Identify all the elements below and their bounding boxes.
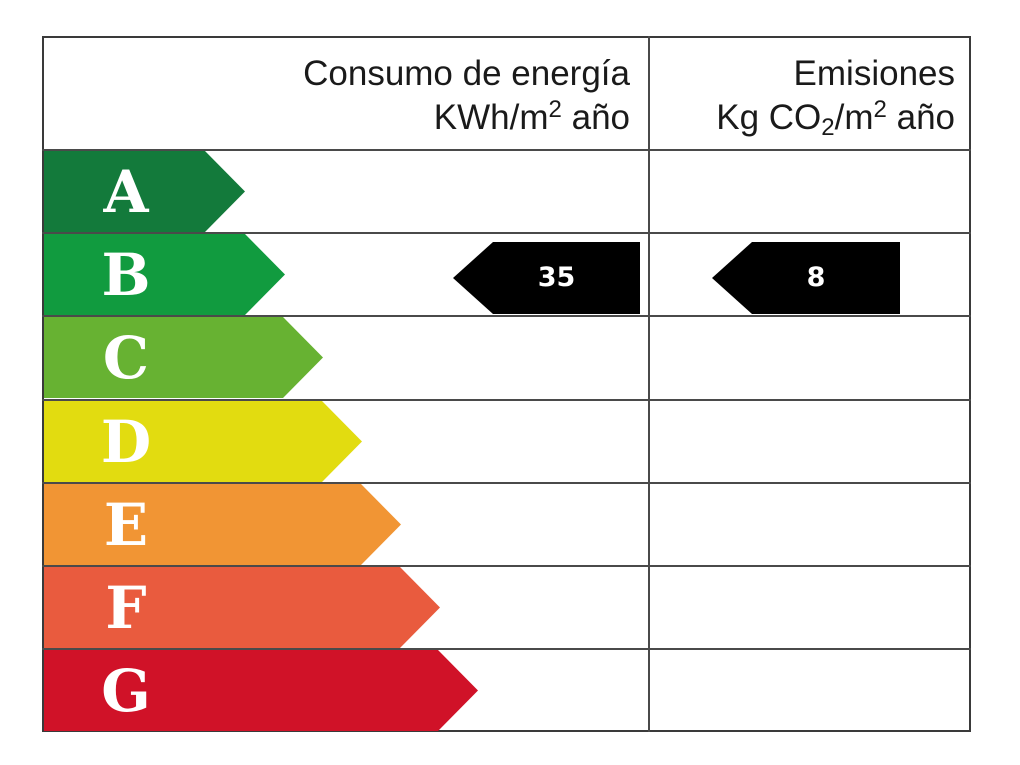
rating-band-f: F [44, 567, 440, 648]
arrow-left-icon [453, 242, 640, 314]
arrow-right-icon [44, 151, 245, 232]
emissions-title: Emisiones [793, 54, 955, 93]
rating-band-g: G [44, 650, 478, 731]
rating-letter: A [103, 158, 149, 226]
arrow-right-icon [44, 484, 401, 565]
energy-value: 35 [537, 262, 576, 293]
rating-letter: D [100, 408, 152, 476]
grid-line [42, 399, 971, 401]
rating-letter: B [101, 241, 151, 309]
rating-letter: G [101, 657, 151, 725]
energy-header: Consumo de energía KWh/m2 año [200, 52, 630, 144]
column-divider [648, 36, 650, 732]
arrow-right-icon [44, 650, 478, 731]
emissions-header: Emisiones Kg CO2/m2 año [655, 52, 955, 144]
rating-letter: E [103, 491, 149, 559]
arrow-right-icon [44, 567, 440, 648]
grid-line [42, 315, 971, 317]
energy-unit: KWh/m2 año [433, 96, 630, 137]
emissions-value: 8 [806, 262, 826, 293]
emissions-unit: Kg CO2/m2 año [716, 96, 955, 141]
grid-line [42, 482, 971, 484]
rating-band-c: C [44, 317, 323, 398]
arrow-right-icon [44, 401, 362, 482]
energy-rating-marker: 35 [453, 242, 640, 314]
grid-line [42, 149, 971, 151]
energy-title: Consumo de energía [303, 54, 630, 93]
rating-band-e: E [44, 484, 401, 565]
grid-line [42, 648, 971, 650]
arrow-left-icon [712, 242, 900, 314]
grid-line [42, 232, 971, 234]
marker-shape [712, 242, 900, 314]
emissions-rating-marker: 8 [712, 242, 900, 314]
arrow-right-icon [44, 234, 285, 315]
rating-letter: C [102, 324, 150, 392]
rating-band-a: A [44, 151, 245, 232]
rating-band-b: B [44, 234, 285, 315]
grid-line [42, 565, 971, 567]
rating-letter: F [105, 574, 147, 642]
rating-band-d: D [44, 401, 362, 482]
marker-shape [453, 242, 640, 314]
arrow-right-icon [44, 317, 323, 398]
